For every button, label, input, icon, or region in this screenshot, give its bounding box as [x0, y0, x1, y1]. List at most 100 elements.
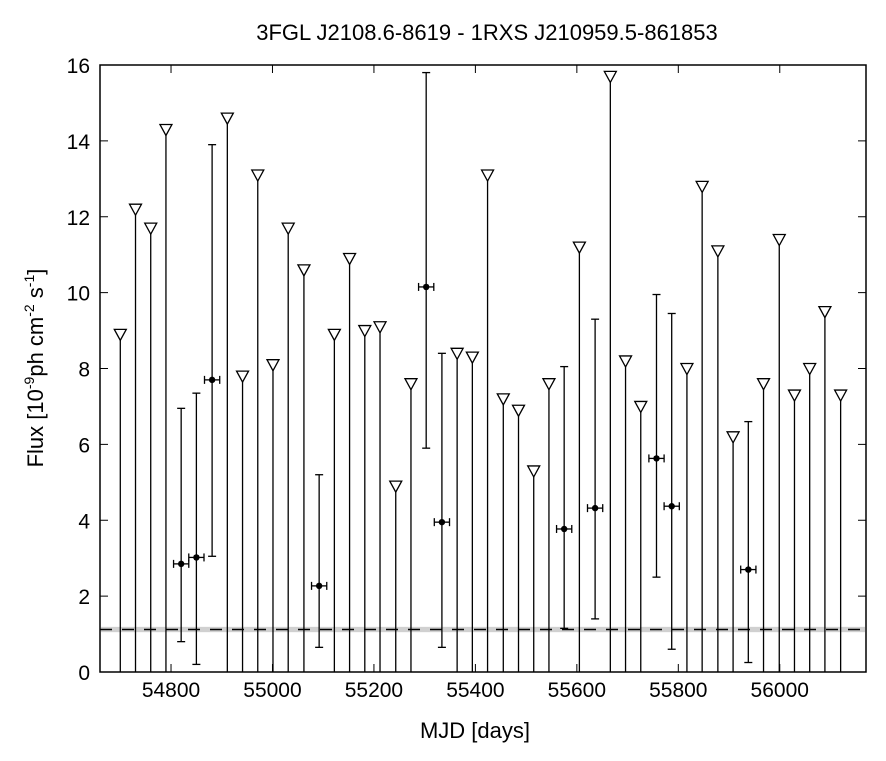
detection-marker [177, 560, 185, 568]
upper-limit-triangle [220, 112, 235, 126]
y-axis-label: Flux [10-9ph cm-2 s-1] [21, 269, 48, 468]
detection-marker [208, 376, 216, 384]
upper-limit-point [113, 328, 128, 672]
y-tick-label: 10 [67, 283, 90, 306]
upper-limit-point [143, 222, 158, 672]
detection-point [433, 352, 451, 648]
upper-limit-triangle [357, 324, 372, 338]
x-tick-label: 55600 [548, 679, 606, 702]
detection-marker [591, 504, 599, 512]
x-tick-label: 55800 [649, 679, 707, 702]
upper-limit-point [618, 355, 633, 672]
detection-point [172, 407, 190, 643]
detection-marker [745, 566, 752, 573]
upper-limit-point [787, 389, 802, 672]
upper-limit-triangle [128, 203, 143, 217]
y-tick-label: 6 [78, 434, 90, 457]
upper-limit-point [372, 321, 388, 672]
y-label-mid2: s [23, 287, 48, 304]
upper-limit-triangle [695, 180, 710, 194]
upper-limit-point [235, 370, 250, 672]
upper-limit-triangle [772, 233, 787, 247]
y-label-prefix: Flux [10 [23, 389, 48, 467]
detection-marker [668, 503, 675, 510]
reference-band [100, 626, 866, 633]
upper-limit-triangle [296, 264, 312, 278]
upper-limit-point [572, 241, 587, 672]
upper-limit-point [281, 222, 296, 672]
upper-limit-point [265, 359, 281, 672]
x-axis-label: MJD [days] [420, 718, 530, 743]
upper-limit-triangle [618, 355, 633, 369]
upper-limit-triangle [158, 123, 174, 137]
upper-limit-triangle [633, 400, 648, 414]
upper-limit-point [511, 404, 526, 672]
upper-limit-triangle [372, 321, 388, 335]
plot-frame [99, 64, 867, 673]
upper-limit-triangle [327, 328, 342, 342]
detection-marker [422, 283, 430, 291]
upper-limit-point [526, 465, 541, 672]
x-tick-label: 55400 [446, 679, 504, 702]
x-tick-label: 55000 [243, 679, 301, 702]
upper-limit-point [158, 123, 174, 672]
y-label-exp1: -9 [21, 376, 37, 389]
y-label-mid: ph cm [23, 317, 48, 377]
upper-limit-triangle [603, 70, 618, 84]
x-tick-label: 55200 [345, 679, 403, 702]
upper-limit-point [695, 180, 710, 672]
upper-limit-point [342, 252, 357, 672]
upper-limit-triangle [281, 222, 296, 236]
upper-limit-point [388, 480, 403, 672]
plot-area: 54800 55000 55200 55400 55600 55800 56000 0 2 4 6… [67, 55, 867, 702]
upper-limit-point [756, 378, 771, 672]
x-tick-label: 54800 [142, 679, 200, 702]
y-tick-label: 4 [78, 510, 90, 533]
upper-limit-triangle [511, 404, 526, 418]
upper-limit-point [817, 305, 833, 672]
upper-limit-triangle [572, 241, 587, 255]
upper-limit-triangle [450, 347, 465, 361]
detection-point [663, 312, 680, 650]
detection-point [310, 474, 328, 648]
detection-point [188, 392, 205, 666]
upper-limit-point [465, 351, 480, 672]
detection-marker [315, 582, 323, 590]
upper-limit-triangle [250, 169, 265, 183]
upper-limit-triangle [725, 431, 741, 445]
x-tick-label: 56000 [751, 679, 809, 702]
detection-marker [653, 455, 660, 462]
upper-limit-point [679, 362, 695, 672]
upper-limit-triangle [265, 359, 281, 373]
upper-limit-point [496, 393, 511, 672]
detection-point [740, 420, 757, 664]
upper-limit-triangle [388, 480, 403, 494]
upper-limit-triangle [679, 362, 695, 376]
y-tick-label: 16 [67, 55, 90, 78]
y-tick-label: 12 [67, 207, 90, 230]
chart-title: 3FGL J2108.6-8619 - 1RXS J210959.5-86185… [256, 20, 718, 45]
upper-limit-triangle [833, 389, 848, 403]
upper-limit-triangle [756, 378, 771, 392]
detection-point [203, 144, 221, 557]
y-label-suffix: ] [23, 269, 48, 275]
y-tick-label: 8 [78, 359, 90, 382]
y-tick-label: 0 [78, 662, 90, 685]
y-label-exp3: -1 [21, 275, 37, 288]
upper-limit-triangle [496, 393, 511, 407]
upper-limit-triangle [787, 389, 802, 403]
upper-limit-point [725, 431, 741, 672]
detection-marker [560, 525, 568, 533]
upper-limit-point [357, 324, 372, 672]
detection-point [648, 293, 665, 578]
y-tick-label: 2 [78, 586, 90, 609]
upper-limit-triangle [403, 378, 419, 392]
upper-limit-triangle [235, 370, 250, 384]
upper-limit-triangle [541, 378, 557, 392]
upper-limit-point [128, 203, 143, 672]
upper-limit-point [633, 400, 648, 672]
upper-limit-triangle [342, 252, 357, 266]
x-axis-ticks: 54800 55000 55200 55400 55600 55800 56000 [142, 65, 809, 702]
upper-limit-point [603, 70, 618, 672]
upper-limit-triangle [480, 169, 495, 183]
